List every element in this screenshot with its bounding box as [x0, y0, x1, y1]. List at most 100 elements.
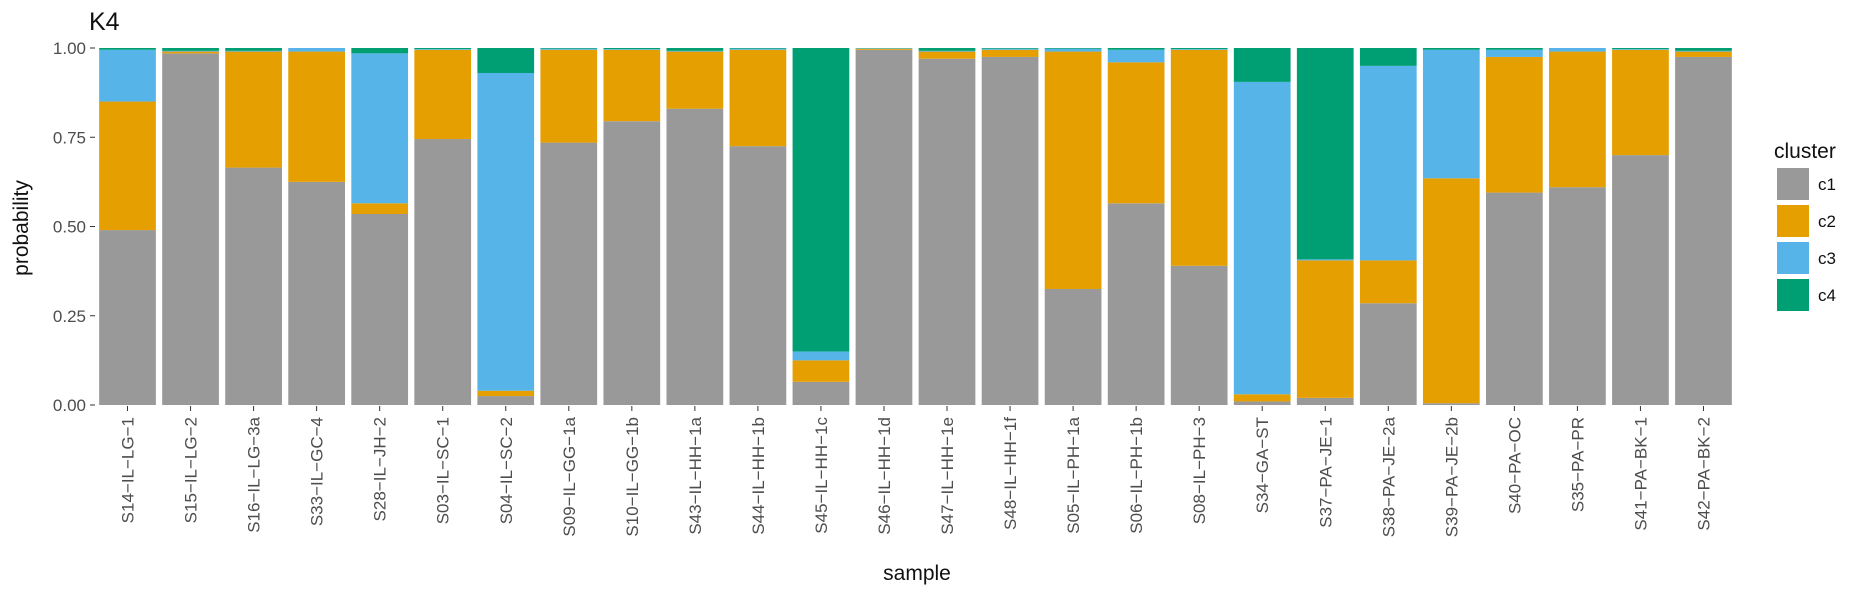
bar-segment-c3	[540, 48, 598, 50]
bar-segment-c2	[729, 49, 787, 147]
y-tick-label: 0.75	[53, 128, 86, 147]
bar-segment-c3	[162, 50, 219, 52]
bar-segment-c1	[1233, 401, 1291, 405]
bar-segment-c3	[351, 53, 409, 204]
bar-segment-c2	[855, 48, 913, 50]
bar-segment-c4	[1612, 48, 1669, 50]
x-tick-label: S45−IL−HH−1c	[812, 417, 831, 534]
x-tick-label: S14−IL−LG−1	[119, 417, 138, 523]
bar-segment-c4	[1107, 48, 1165, 50]
x-tick-label: S46−IL−HH−1d	[875, 417, 894, 535]
bar-segment-c2	[1170, 49, 1228, 266]
bar-segment-c4	[729, 48, 787, 49]
bar-segment-c1	[729, 146, 787, 405]
bar-segment-c1	[414, 139, 472, 406]
bar-segment-c1	[1675, 56, 1732, 406]
legend-label-c1: c1	[1818, 175, 1836, 194]
bar-segment-c1	[351, 214, 409, 405]
x-tick-label: S33−IL−GC−4	[308, 417, 327, 526]
x-tick-label: S03−IL−SC−1	[434, 417, 453, 524]
x-tick-label: S37−PA−JE−1	[1316, 417, 1335, 528]
bar-segment-c1	[603, 121, 661, 405]
bar-segment-c2	[162, 51, 219, 54]
bar-segment-c2	[540, 49, 598, 143]
x-axis-title: sample	[883, 562, 951, 585]
legend: cluster c1 c2 c3 c4	[1774, 140, 1836, 311]
x-tick-label: S40−PA−OC	[1505, 417, 1524, 514]
bar-segment-c2	[1359, 260, 1417, 304]
bar-segment-c1	[792, 381, 850, 405]
bar-segment-c3	[918, 50, 976, 52]
x-tick-label: S38−PA−JE−2a	[1379, 416, 1398, 537]
bar-segment-c4	[225, 48, 282, 51]
bar-segment-c3	[1044, 48, 1102, 52]
legend-key-c2	[1777, 205, 1809, 237]
legend-key-c3	[1777, 242, 1809, 274]
bar-segment-c2	[666, 51, 724, 109]
bar-segment-c3	[1107, 49, 1165, 63]
bar-segment-c1	[99, 230, 156, 405]
bar-segment-c2	[981, 49, 1039, 57]
bar-segment-c1	[1549, 187, 1606, 405]
bar-segment-c4	[792, 48, 850, 352]
bar-segment-c1	[1486, 192, 1543, 405]
bar-segment-c1	[225, 167, 282, 405]
bar-segment-c3	[1549, 48, 1606, 52]
legend-title: cluster	[1774, 140, 1836, 163]
bar-segment-c4	[162, 48, 219, 51]
x-tick-label: S48−IL−HH−1f	[1001, 417, 1020, 530]
x-tick-label: S34−GA−ST	[1253, 417, 1272, 513]
x-tick-label: S15−IL−LG−2	[182, 417, 201, 523]
bar-segment-c3	[288, 48, 345, 52]
bar-segment-c3	[1486, 49, 1543, 57]
bar-segment-c2	[1044, 51, 1102, 289]
x-tick-label: S08−IL−PH−3	[1190, 417, 1209, 524]
bar-segment-c3	[1675, 50, 1732, 52]
bar-segment-c1	[1044, 288, 1102, 405]
bar-segment-c3	[792, 351, 850, 361]
bar-segment-c4	[540, 48, 598, 49]
bar-segment-c2	[1612, 49, 1669, 156]
bar-segment-c1	[1107, 203, 1165, 405]
bar-segment-c4	[918, 48, 976, 51]
bar-segment-c1	[855, 49, 913, 405]
bar-segment-c3	[1296, 259, 1354, 261]
bar-segment-c3	[1233, 81, 1291, 395]
bar-segment-c1	[1612, 155, 1669, 405]
bar-segment-c2	[1422, 178, 1480, 404]
bar-segment-c4	[99, 48, 156, 50]
x-tick-label: S06−IL−PH−1b	[1127, 417, 1146, 534]
x-tick-label: S35−PA−PR	[1568, 417, 1587, 512]
x-tick-label: S39−PA−JE−2b	[1442, 417, 1461, 537]
bar-segment-c3	[729, 48, 787, 50]
bar-segment-c4	[1296, 48, 1354, 260]
legend-key-c4	[1777, 279, 1809, 311]
bar-segment-c1	[1170, 265, 1228, 405]
bar-segment-c1	[1296, 397, 1354, 405]
bar-segment-c2	[99, 101, 156, 231]
x-tick-label: S41−PA−BK−1	[1631, 417, 1650, 531]
bar-segment-c4	[1044, 48, 1102, 49]
bar-segment-c2	[414, 49, 472, 140]
bar-segment-c4	[603, 48, 661, 50]
bar-segment-c1	[162, 53, 219, 406]
bar-segment-c2	[792, 360, 850, 382]
bar-segment-c2	[288, 51, 345, 182]
bar-segment-c1	[540, 142, 598, 406]
x-tick-label: S09−IL−GG−1a	[560, 416, 579, 536]
x-tick-label: S43−IL−HH−1a	[686, 416, 705, 534]
bar-segment-c3	[981, 48, 1039, 50]
plot-area	[99, 48, 1732, 406]
bar-segment-c3	[414, 49, 472, 50]
legend-label-c3: c3	[1818, 249, 1836, 268]
y-axis-title: probability	[10, 180, 33, 276]
bar-segment-c3	[99, 49, 156, 102]
bar-segment-c4	[981, 48, 1039, 49]
bar-segment-c4	[1486, 48, 1543, 50]
bar-segment-c3	[1170, 49, 1228, 50]
legend-label-c4: c4	[1818, 286, 1836, 305]
bar-segment-c2	[225, 51, 282, 168]
bar-segment-c4	[1422, 48, 1480, 50]
bar-segment-c1	[288, 181, 345, 406]
x-tick-label: S04−IL−SC−2	[497, 417, 516, 524]
